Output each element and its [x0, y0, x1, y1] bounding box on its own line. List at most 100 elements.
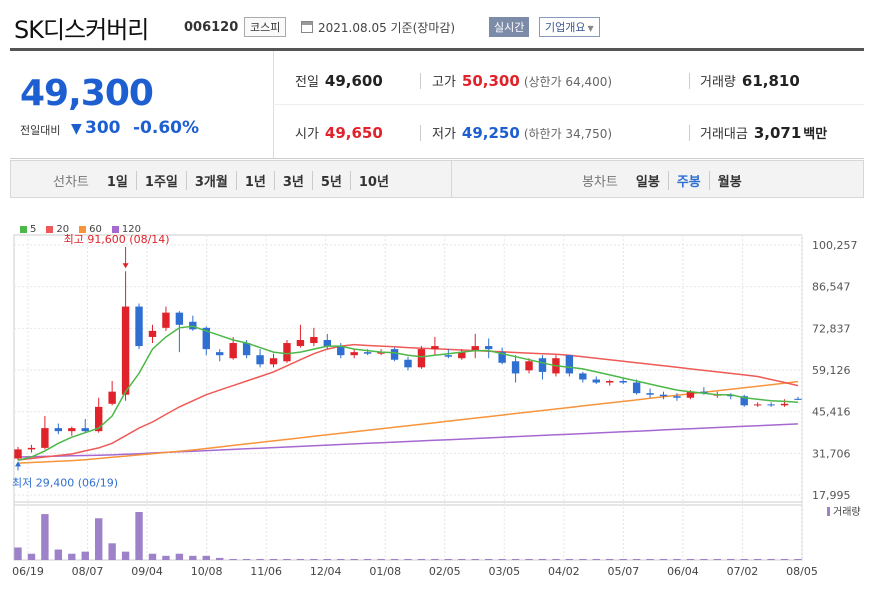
candle-body — [390, 349, 399, 360]
volume-bar — [484, 558, 493, 560]
candle-body — [780, 403, 789, 406]
y-tick-label: 31,706 — [812, 447, 851, 460]
candle-body — [68, 428, 76, 432]
volume-bar — [753, 558, 762, 560]
candle-body — [579, 373, 587, 380]
high-arrow-head — [122, 263, 129, 269]
volume-bar — [256, 558, 264, 560]
stat-label: 저가 — [432, 127, 456, 142]
stock-name[interactable]: SK디스커버리 — [14, 16, 149, 44]
x-tick-label: 05/07 — [608, 565, 640, 578]
candle-body — [175, 312, 184, 325]
volume-bar — [458, 558, 466, 560]
stock-chart[interactable]: 100,257 86,547 72,837 59,126 45,416 31,706 17,… — [0, 215, 874, 591]
candle-period-1[interactable]: 주봉 — [667, 171, 709, 190]
volume-bar — [229, 558, 237, 560]
stat-value: 49,250 — [461, 124, 520, 142]
y-tick-label: 59,126 — [812, 364, 851, 377]
line-period-1[interactable]: 1주일 — [135, 171, 186, 190]
chart-period-bar: 선차트 1일 1주일 3개월 1년 3년 5년 10년 봉차트 일봉 주봉 월봉 — [10, 160, 864, 198]
line-period-5[interactable]: 5년 — [311, 171, 350, 190]
line-chart-label: 선차트 — [53, 175, 89, 190]
x-tick-label: 03/05 — [488, 565, 520, 578]
candle-body — [242, 343, 251, 356]
volume-frame — [13, 501, 803, 561]
line-period-6[interactable]: 10년 — [349, 171, 397, 190]
line-period-2[interactable]: 3개월 — [185, 171, 236, 190]
candle-body — [538, 358, 547, 372]
stat-high: 고가 50,300 (상한가 64,400) — [432, 71, 612, 90]
candle-body — [135, 306, 143, 347]
line-period-0[interactable]: 1일 — [106, 175, 128, 190]
candle-period-2[interactable]: 월봉 — [708, 171, 750, 190]
volume-bar — [780, 558, 789, 560]
legend-item-ma20: 20 — [46, 224, 69, 235]
candle-body — [94, 406, 103, 432]
volume-bar — [162, 555, 170, 560]
volume-bar — [135, 512, 143, 560]
price-panel: 49,300 전일대비 ▼ 300 -0.60% 전일 49,600 고가 50,3… — [10, 51, 864, 159]
volume-bar — [175, 553, 184, 560]
candle-body — [471, 346, 479, 351]
volume-bar — [310, 558, 318, 560]
stat-value: 61,810 — [741, 72, 800, 90]
candle-body — [659, 394, 668, 397]
x-tick-label: 06/04 — [667, 565, 699, 578]
volume-bar — [673, 558, 681, 560]
stat-value: 50,300 — [461, 72, 520, 90]
x-tick-label: 08/05 — [786, 565, 818, 578]
volume-bar — [606, 558, 614, 560]
low-annotation: 최저 29,400 (06/19) — [12, 476, 118, 489]
current-price: 49,300 — [20, 73, 154, 114]
stat-label: 시가 — [295, 127, 319, 142]
volume-bar — [269, 558, 278, 560]
candle-body — [700, 391, 708, 394]
candle-body — [216, 352, 224, 356]
stat-value: 49,650 — [324, 124, 383, 142]
x-tick-label: 08/07 — [72, 565, 104, 578]
volume-bar — [794, 558, 802, 560]
candle-body — [431, 346, 439, 350]
volume-bar — [417, 558, 426, 560]
change-label: 전일대비 — [20, 124, 61, 137]
volume-bar — [216, 557, 224, 560]
candle-chart-periods: 봉차트 일봉 주봉 월봉 — [582, 171, 750, 190]
quote-date: 2021.08.05 기준(장마감) — [318, 21, 456, 35]
candle-body — [162, 312, 170, 328]
candle-body — [323, 339, 332, 347]
down-arrow-icon: ▼ — [71, 121, 82, 137]
volume-bar — [363, 558, 372, 560]
candle-body — [592, 379, 600, 383]
legend-label: 60 — [89, 224, 102, 235]
market-badge: 코스피 — [244, 17, 287, 37]
candle-body — [565, 355, 574, 374]
stat-open: 시가 49,650 — [295, 123, 383, 142]
volume-bar — [498, 558, 506, 560]
realtime-button[interactable]: 실시간 — [489, 17, 530, 37]
company-info-dropdown[interactable]: 기업개요 ▼ — [539, 17, 600, 37]
volume-bar — [619, 558, 627, 560]
ma20-line — [17, 343, 799, 461]
volume-bar — [767, 558, 775, 560]
volume-bar — [565, 558, 574, 560]
y-tick-label: 86,547 — [812, 281, 851, 294]
volume-bar — [148, 553, 157, 560]
stat-label: 고가 — [432, 75, 456, 90]
upper-limit: (상한가 64,400) — [523, 75, 613, 89]
stat-value: 3,071 — [753, 124, 802, 142]
volume-bar — [283, 558, 291, 560]
candle-body — [148, 330, 157, 337]
y-tick-label: 72,837 — [812, 322, 851, 335]
volume-bar — [579, 558, 587, 560]
candle-body — [377, 352, 385, 354]
volume-bar — [659, 558, 668, 560]
stat-prev-close: 전일 49,600 — [295, 71, 383, 90]
line-period-3[interactable]: 1년 — [235, 171, 274, 190]
line-period-4[interactable]: 3년 — [273, 171, 312, 190]
candle-body — [229, 343, 237, 359]
candle-body — [498, 352, 506, 363]
stat-unit: 백만 — [803, 127, 828, 142]
cell-divider — [420, 73, 421, 89]
candle-period-0[interactable]: 일봉 — [635, 175, 660, 190]
candle-body — [417, 349, 426, 368]
